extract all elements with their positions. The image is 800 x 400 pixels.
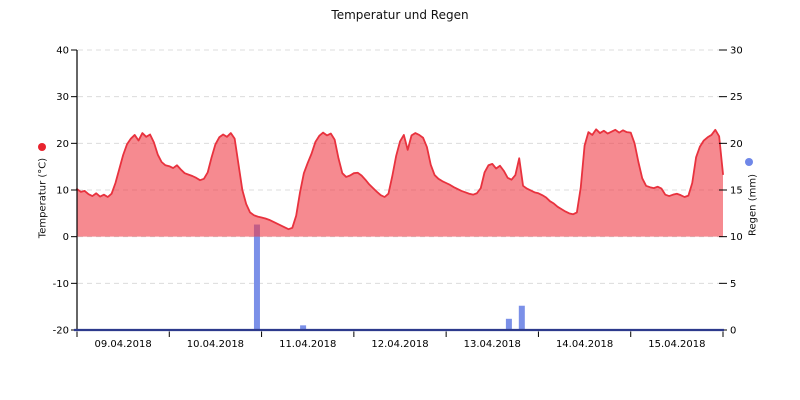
temperature-line bbox=[76, 128, 724, 231]
right-axis-tick-label: 5 bbox=[730, 279, 736, 290]
chart-title: Temperatur und Regen bbox=[331, 8, 469, 22]
left-axis-tick-label: 30 bbox=[56, 92, 69, 103]
temperature-area bbox=[77, 129, 723, 237]
x-axis-date-label: 11.04.2018 bbox=[279, 339, 336, 350]
left-axis-label: Temperatur (°C) bbox=[37, 157, 49, 239]
right-axis-tick-label: 25 bbox=[730, 92, 743, 103]
rain-legend-dot-icon bbox=[745, 158, 753, 166]
right-axis-tick-label: 20 bbox=[730, 139, 743, 150]
x-axis-date-label: 12.04.2018 bbox=[371, 339, 428, 350]
x-axis-date-label: 09.04.2018 bbox=[95, 339, 152, 350]
x-axis-date-label: 15.04.2018 bbox=[648, 339, 705, 350]
rain-bar bbox=[253, 224, 260, 330]
right-axis-tick-label: 30 bbox=[730, 46, 743, 57]
rain-bar bbox=[300, 325, 307, 330]
temperature-legend-dot-icon bbox=[38, 143, 46, 151]
rain-bar bbox=[518, 305, 525, 330]
left-axis-tick-label: -20 bbox=[53, 326, 69, 337]
x-axis-date-label: 14.04.2018 bbox=[556, 339, 613, 350]
right-axis-label: Regen (mm) bbox=[747, 174, 759, 236]
right-axis-tick-label: 15 bbox=[730, 186, 743, 197]
rain-bar bbox=[505, 318, 512, 330]
right-axis-tick-label: 0 bbox=[730, 326, 736, 337]
left-axis-tick-label: 40 bbox=[56, 46, 69, 57]
right-axis-tick-label: 10 bbox=[730, 232, 743, 243]
x-axis-date-label: 10.04.2018 bbox=[187, 339, 244, 350]
left-axis-tick-label: 0 bbox=[63, 232, 69, 243]
x-axis-date-label: 13.04.2018 bbox=[464, 339, 521, 350]
left-axis-tick-label: 10 bbox=[56, 186, 69, 197]
left-axis-tick-label: -10 bbox=[53, 279, 69, 290]
left-axis-tick-label: 20 bbox=[56, 139, 69, 150]
